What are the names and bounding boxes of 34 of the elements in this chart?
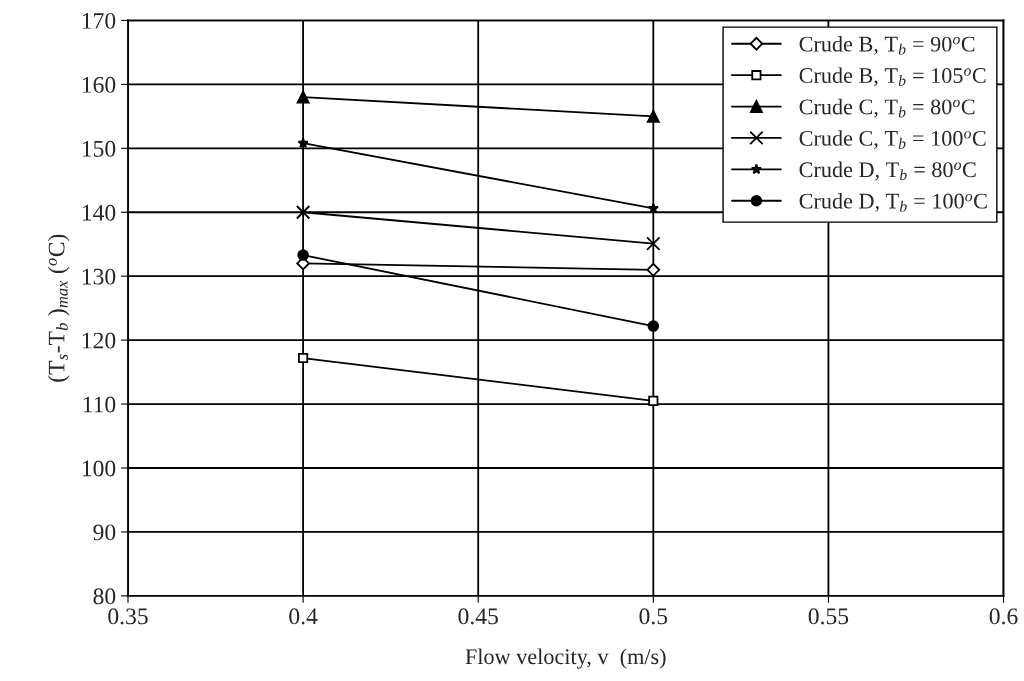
x-tick-label: 0.4	[289, 608, 318, 625]
point	[646, 236, 661, 251]
y-tick-label: 140	[82, 204, 116, 221]
point	[646, 109, 660, 123]
point	[646, 262, 661, 277]
y-tick-label: 110	[83, 396, 116, 413]
x-tick-label: 0.5	[639, 608, 668, 625]
point	[297, 137, 309, 149]
y-tick-label: 150	[82, 140, 116, 157]
point	[296, 90, 310, 104]
legend-label: Crude B, T$_{b}$ = 105$^{o}$C	[799, 67, 986, 87]
y-tick-label: 130	[82, 268, 116, 285]
legend-label: Crude D, T$_{b}$ = 100$^{o}$C	[799, 192, 987, 212]
y-tick-label: 170	[82, 12, 116, 29]
point	[295, 205, 311, 220]
y-tick-label: 120	[82, 332, 116, 349]
x-tick-label: 0.6	[989, 608, 1018, 625]
x-axis-title: Flow velocity, v (m/s)	[465, 648, 666, 669]
y-tick-label: 100	[82, 460, 116, 477]
legend-label: Crude D, T$_{b}$ = 80$^{o}$C	[799, 161, 976, 181]
x-tick-label: 0.35	[108, 608, 148, 625]
legend-label: Crude C, T$_{b}$ = 80$^{o}$C	[799, 98, 975, 118]
y-tick-label: 80	[93, 588, 116, 605]
legend-label: Crude B, T$_{b}$ = 90$^{o}$C	[799, 35, 975, 55]
point	[648, 395, 659, 406]
x-tick-label: 0.55	[808, 608, 849, 625]
text: (T$_{s}$-T$_{b}$ )$_{max}$ ($^{o}$C)	[47, 234, 70, 382]
point	[298, 352, 309, 364]
point	[647, 320, 660, 332]
y-tick-label: 160	[82, 76, 116, 93]
point	[297, 249, 309, 261]
y-tick-label: 90	[93, 524, 116, 541]
legend-label: Crude C, T$_{b}$ = 100$^{o}$C	[799, 130, 986, 150]
x-tick-label: 0.45	[458, 608, 498, 625]
